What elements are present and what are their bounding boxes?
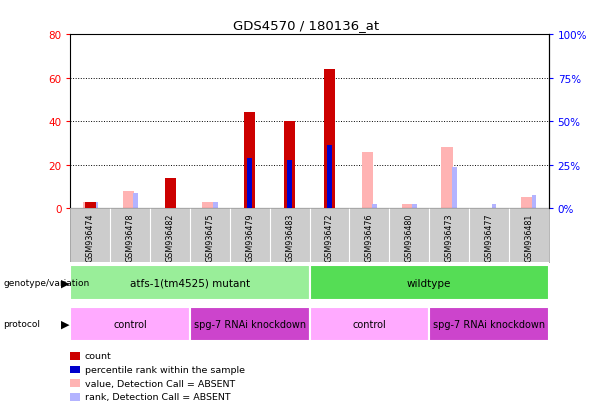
Bar <box>93 202 98 209</box>
Text: GSM936476: GSM936476 <box>365 213 374 261</box>
Text: ▶: ▶ <box>61 319 70 329</box>
Text: control: control <box>352 319 386 329</box>
Bar <box>248 159 252 209</box>
Text: GSM936478: GSM936478 <box>126 213 135 261</box>
Text: wildtype: wildtype <box>407 278 451 288</box>
Text: GSM936477: GSM936477 <box>484 213 493 261</box>
Bar <box>531 196 536 209</box>
Text: count: count <box>85 351 112 361</box>
Bar <box>70 266 310 300</box>
Text: genotype/variation: genotype/variation <box>3 278 89 287</box>
Bar <box>244 113 256 209</box>
Bar <box>429 307 549 342</box>
Text: protocol: protocol <box>3 320 40 329</box>
Bar <box>412 204 417 209</box>
Text: GSM936479: GSM936479 <box>245 213 254 261</box>
Bar <box>213 202 218 209</box>
Bar <box>362 152 373 209</box>
Bar <box>402 204 413 209</box>
Text: GSM936474: GSM936474 <box>86 213 95 261</box>
Text: control: control <box>113 319 147 329</box>
Text: ▶: ▶ <box>61 278 70 288</box>
Bar <box>85 202 96 209</box>
Text: GSM936481: GSM936481 <box>524 213 533 261</box>
Text: GDS4570 / 180136_at: GDS4570 / 180136_at <box>234 19 379 31</box>
Text: GSM936472: GSM936472 <box>325 213 334 261</box>
Text: GSM936475: GSM936475 <box>205 213 215 261</box>
Bar <box>83 202 94 209</box>
Text: atfs-1(tm4525) mutant: atfs-1(tm4525) mutant <box>130 278 250 288</box>
Bar <box>70 307 190 342</box>
Text: percentile rank within the sample: percentile rank within the sample <box>85 365 245 374</box>
Bar <box>123 191 134 209</box>
Bar <box>327 146 332 209</box>
Bar <box>164 178 176 209</box>
Bar <box>284 122 295 209</box>
Bar <box>310 266 549 300</box>
Bar <box>202 202 213 209</box>
Text: GSM936482: GSM936482 <box>166 213 175 261</box>
Text: rank, Detection Call = ABSENT: rank, Detection Call = ABSENT <box>85 392 230 401</box>
Bar <box>287 161 292 209</box>
Text: spg-7 RNAi knockdown: spg-7 RNAi knockdown <box>433 319 545 329</box>
Bar <box>324 70 335 209</box>
Bar <box>452 167 457 209</box>
Bar <box>521 198 532 209</box>
Text: spg-7 RNAi knockdown: spg-7 RNAi knockdown <box>194 319 306 329</box>
Bar <box>492 204 497 209</box>
Bar <box>310 307 429 342</box>
Bar <box>372 204 377 209</box>
Bar <box>441 148 452 209</box>
Bar <box>190 307 310 342</box>
Text: GSM936473: GSM936473 <box>444 213 454 261</box>
Bar <box>133 193 138 209</box>
Text: value, Detection Call = ABSENT: value, Detection Call = ABSENT <box>85 379 235 388</box>
Text: GSM936483: GSM936483 <box>285 213 294 261</box>
Text: GSM936480: GSM936480 <box>405 213 414 261</box>
